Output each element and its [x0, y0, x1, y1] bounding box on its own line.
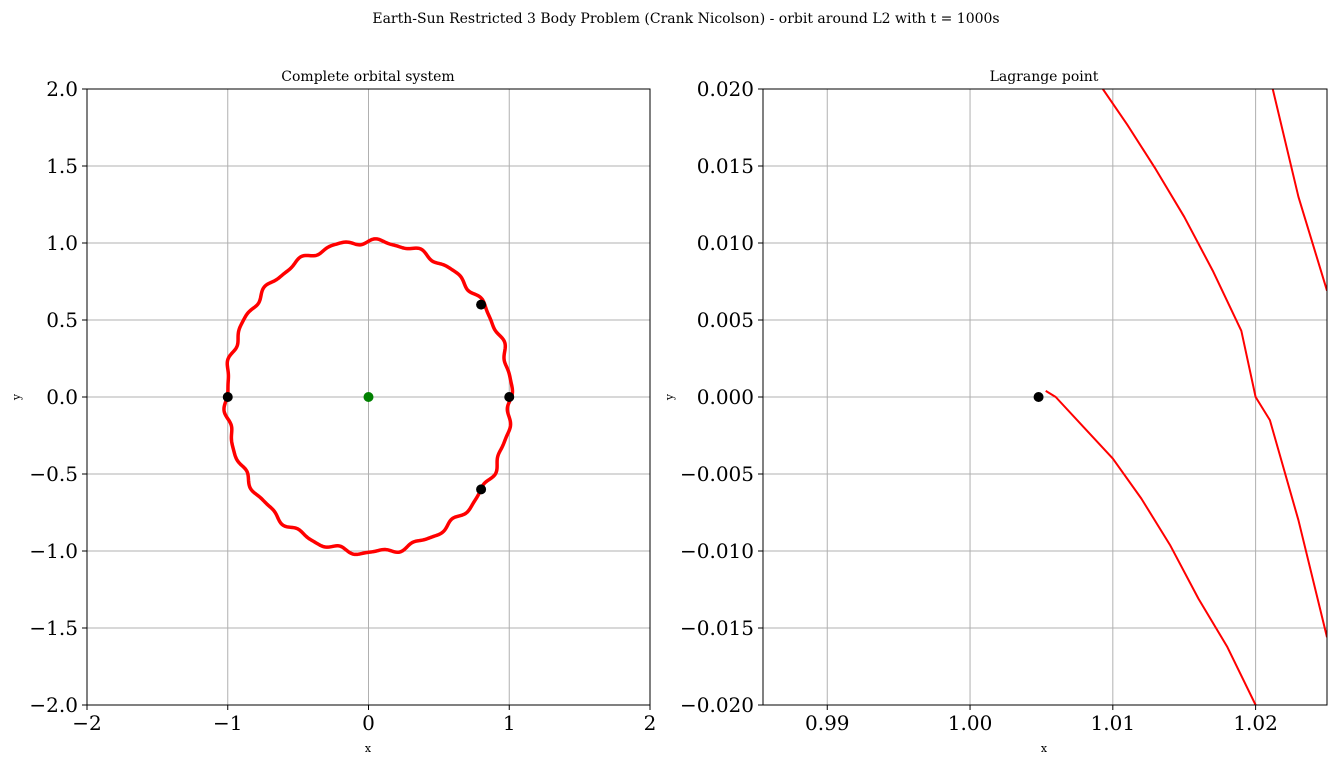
y-tick-label: −0.5: [29, 462, 78, 486]
y-axis-label: y: [10, 393, 23, 401]
body-marker: [476, 299, 487, 310]
axes-title: Complete orbital system: [281, 69, 454, 85]
x-tick-label: 1: [503, 711, 516, 735]
trajectory-line: [1271, 89, 1327, 292]
axes-frame: [86, 88, 651, 706]
y-tick-label: 1.5: [46, 154, 78, 178]
y-tick-label: 0.015: [697, 154, 754, 178]
x-tick-label: −2: [72, 711, 101, 735]
x-tick-label: 1.00: [948, 711, 993, 735]
y-tick-label: −2.0: [29, 693, 78, 717]
trajectory-line: [1102, 89, 1327, 638]
x-axis-label: x: [365, 742, 372, 755]
y-tick-label: −1.5: [29, 616, 78, 640]
axes-frame: [762, 88, 1328, 706]
axes-title: Lagrange point: [990, 69, 1099, 85]
y-axis-label: y: [663, 393, 676, 401]
y-tick-label: 1.0: [46, 231, 78, 255]
y-tick-label: 0.005: [697, 308, 754, 332]
plot-area: [1033, 89, 1327, 705]
body-marker: [476, 484, 487, 495]
body-marker: [363, 392, 374, 402]
y-tick-label: −0.020: [680, 693, 754, 717]
y-tick-label: 0.0: [46, 385, 78, 409]
body-marker: [504, 392, 515, 402]
y-tick-label: −1.0: [29, 539, 78, 563]
x-tick-label: 1.02: [1233, 711, 1278, 735]
y-tick-label: 0.010: [697, 231, 754, 255]
axes-complete-orbital-system: Complete orbital system x y −2 −1 0 1 2−2.0−…: [10, 69, 656, 755]
body-marker: [1033, 392, 1044, 402]
x-tick-label: 1.01: [1091, 711, 1136, 735]
trajectory-line: [1045, 389, 1257, 705]
figure-title: Earth-Sun Restricted 3 Body Problem (Cra…: [372, 11, 999, 27]
y-tick-label: 0.000: [697, 385, 754, 409]
y-tick-label: −0.015: [680, 616, 754, 640]
y-tick-label: −0.005: [680, 462, 754, 486]
x-tick-label: 0: [362, 711, 375, 735]
y-tick-label: 0.020: [697, 77, 754, 101]
y-tick-label: −0.010: [680, 539, 754, 563]
axes-lagrange-point: Lagrange point x y 0.99 1.00 1.01 1.02 −0.02…: [663, 69, 1328, 755]
x-axis-label: x: [1041, 742, 1048, 755]
plot-area: [222, 237, 515, 557]
ticks: −2 −1 0 1 2 −2.0 −1.5 −1.0 −0.5 0.0 0.5 1.0 1.5 2.0: [29, 77, 656, 735]
ticks: 0.99 1.00 1.01 1.02 −0.020 −0.015 −0.010 −0.005…: [680, 77, 1278, 735]
grid: [763, 88, 1327, 706]
x-tick-label: 2: [644, 711, 657, 735]
x-tick-label: −1: [213, 711, 242, 735]
x-tick-label: 0.99: [805, 711, 850, 735]
y-tick-label: 2.0: [46, 77, 78, 101]
body-marker: [222, 392, 233, 402]
y-tick-label: 0.5: [46, 308, 78, 332]
